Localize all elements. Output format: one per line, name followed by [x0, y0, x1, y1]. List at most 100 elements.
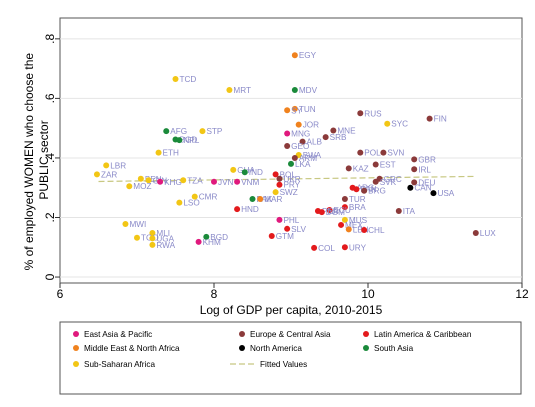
point-label: MNG — [291, 130, 310, 139]
data-point — [284, 130, 291, 137]
data-point — [384, 120, 391, 127]
point-label: MUS — [349, 216, 368, 225]
y-tick-label: .8 — [43, 34, 57, 44]
point-label: BEN — [145, 175, 162, 184]
data-point — [411, 179, 418, 186]
point-label: GEO — [291, 142, 309, 151]
point-label: VNM — [241, 178, 259, 187]
legend-label-sa: South Asia — [374, 344, 414, 353]
data-point — [330, 127, 337, 134]
legend-marker-lac — [363, 331, 369, 337]
data-point — [472, 229, 479, 236]
point-label: KHM — [203, 238, 221, 247]
data-point — [291, 154, 298, 161]
data-point — [338, 221, 345, 228]
point-label: MAR — [264, 195, 282, 204]
data-point — [284, 107, 291, 114]
point-label: PHL — [283, 216, 299, 225]
point-label: ARM — [299, 154, 317, 163]
grid-lines — [60, 38, 522, 278]
point-label: TCD — [180, 75, 197, 84]
data-point — [318, 209, 325, 216]
point-label: EST — [380, 160, 396, 169]
point-label: JVN — [218, 178, 234, 187]
point-label: MRT — [233, 86, 251, 95]
y-axis-label-line-2: PUBLIC sector — [37, 120, 51, 199]
point-label: MDV — [299, 86, 318, 95]
data-point — [234, 206, 241, 213]
point-label: URY — [349, 243, 367, 252]
point-label: IRL — [418, 165, 431, 174]
point-label: SYC — [391, 120, 408, 129]
point-label: BGD — [180, 135, 198, 144]
data-point — [191, 193, 198, 200]
point-label: ZAR — [101, 170, 117, 179]
data-point — [411, 156, 418, 163]
data-point — [176, 137, 183, 144]
data-point — [149, 229, 156, 236]
point-label: LBR — [110, 161, 126, 170]
point-label: IND — [249, 168, 263, 177]
x-tick-label: 10 — [361, 287, 375, 301]
data-point — [276, 181, 283, 188]
data-point — [126, 183, 133, 190]
point-label: USA — [437, 189, 454, 198]
data-point — [268, 232, 275, 239]
legend-marker-ssa — [73, 361, 79, 367]
data-point — [284, 225, 291, 232]
point-label: BGD — [210, 233, 228, 242]
data-point — [195, 238, 202, 245]
data-point — [341, 196, 348, 203]
data-point — [172, 76, 179, 83]
point-label: DOM — [326, 208, 345, 217]
data-point — [326, 207, 333, 214]
x-axis-label: Log of GDP per capita, 2010-2015 — [200, 303, 383, 317]
point-label: GBR — [418, 155, 436, 164]
data-point — [149, 241, 156, 248]
point-label: PER — [322, 207, 339, 216]
point-label: PRY — [283, 181, 300, 190]
point-label: CHL — [368, 226, 385, 235]
data-point — [353, 186, 360, 193]
data-point — [372, 161, 379, 168]
point-label: STP — [206, 127, 222, 136]
point-label: BRA — [349, 203, 366, 212]
data-point — [372, 178, 379, 185]
point-label: FIN — [434, 115, 447, 124]
y-tick-label: .4 — [43, 153, 57, 163]
point-label: LUX — [480, 229, 496, 238]
point-label: TZA — [187, 176, 203, 185]
point-label: SWZ — [280, 188, 298, 197]
data-point — [276, 175, 283, 182]
data-point — [230, 166, 237, 173]
point-label: SVN — [387, 149, 404, 158]
data-point — [341, 216, 348, 223]
data-point — [276, 216, 283, 223]
data-point — [134, 234, 140, 241]
data-point — [288, 160, 294, 167]
data-point — [163, 128, 170, 135]
data-point — [291, 87, 298, 94]
point-label: EGY — [299, 51, 317, 60]
point-label: TUN — [299, 105, 316, 114]
point-label: BRG — [368, 187, 386, 196]
data-point — [295, 121, 302, 128]
point-label: PAN — [360, 185, 376, 194]
point-label: ITA — [403, 207, 416, 216]
data-point — [395, 207, 402, 214]
legend-label-fitted: Fitted Values — [260, 360, 307, 369]
data-point — [361, 187, 368, 194]
data-point — [93, 171, 100, 178]
data-point — [137, 175, 144, 182]
point-label: MEX — [345, 221, 363, 230]
data-point — [345, 226, 352, 233]
data-point — [145, 177, 152, 184]
legend: East Asia & Pacific Europe & Central Asia… — [73, 330, 472, 369]
point-label: LSO — [183, 199, 199, 208]
data-point — [407, 184, 414, 191]
data-point — [203, 233, 210, 240]
legend-marker-eap — [73, 331, 79, 337]
point-label: ALB — [307, 138, 323, 147]
